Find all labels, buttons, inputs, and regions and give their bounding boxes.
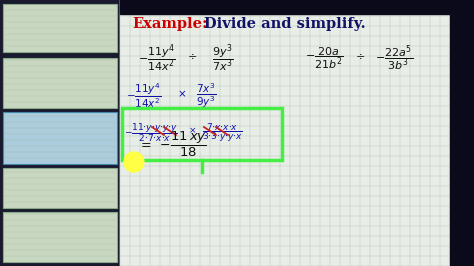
Text: $\times$: $\times$: [177, 89, 187, 99]
Text: Divide and simplify.: Divide and simplify.: [204, 17, 365, 31]
Bar: [3, 4, 117, 52]
Bar: [120, 0, 474, 266]
Text: $-\dfrac{11{\cdot}y{\cdot}y{\cdot}y{\cdot}y}{2{\cdot}7{\cdot}x{\cdot}x}$: $-\dfrac{11{\cdot}y{\cdot}y{\cdot}y{\cdo…: [124, 122, 178, 144]
Text: $-\dfrac{20a}{21b^2}$: $-\dfrac{20a}{21b^2}$: [305, 45, 344, 71]
Bar: [0, 0, 120, 266]
Text: $-\dfrac{11y^4}{14x^2}$: $-\dfrac{11y^4}{14x^2}$: [138, 42, 176, 74]
Text: $-\dfrac{22a^5}{3b^3}$: $-\dfrac{22a^5}{3b^3}$: [375, 43, 413, 73]
Bar: [450, 0, 474, 266]
Bar: [120, 0, 450, 14]
Text: $\div$: $\div$: [187, 51, 197, 61]
Text: $\dfrac{9y^3}{7x^3}$: $\dfrac{9y^3}{7x^3}$: [212, 42, 233, 74]
Circle shape: [124, 152, 144, 172]
Bar: [3, 212, 117, 262]
Text: $\times$: $\times$: [188, 126, 196, 136]
Text: $\div$: $\div$: [355, 51, 365, 61]
Bar: [3, 168, 117, 208]
Text: Example:: Example:: [132, 17, 208, 31]
Text: $\dfrac{11\,xy}{18}$: $\dfrac{11\,xy}{18}$: [170, 130, 206, 159]
Text: $\dfrac{7x^3}{9y^3}$: $\dfrac{7x^3}{9y^3}$: [196, 82, 216, 110]
Bar: [122, 108, 282, 160]
Bar: [3, 58, 117, 108]
Text: $-\dfrac{11y^4}{14x^2}$: $-\dfrac{11y^4}{14x^2}$: [126, 82, 161, 110]
Bar: [3, 112, 117, 164]
Text: $\dfrac{7{\cdot}x{\cdot}x{\cdot}x}{3{\cdot}3{\cdot}y{\cdot}y{\cdot}x}$: $\dfrac{7{\cdot}x{\cdot}x{\cdot}x}{3{\cd…: [202, 122, 243, 144]
Text: $= \ -$: $= \ -$: [138, 138, 171, 151]
